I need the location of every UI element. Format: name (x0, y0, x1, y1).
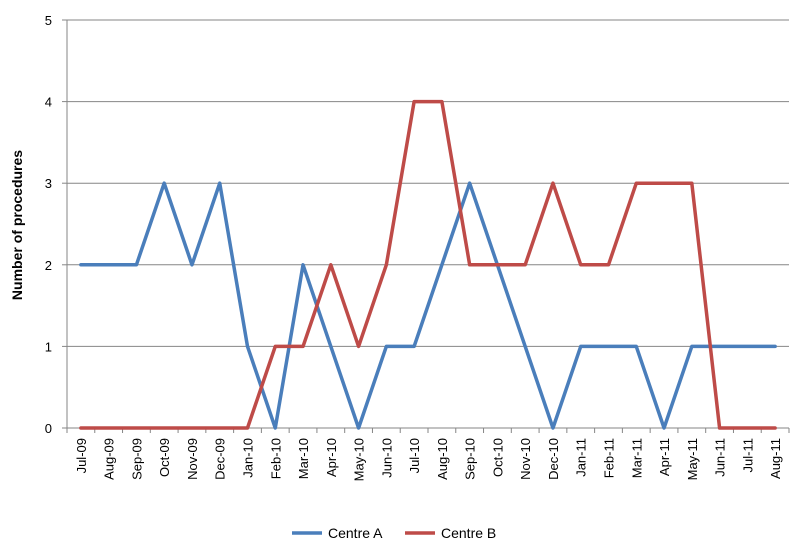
x-tick-label: Sep-09 (129, 438, 144, 480)
x-tick-label: Apr-10 (324, 438, 339, 477)
series-lines (79, 99, 777, 430)
x-tick-label: Aug-11 (768, 438, 783, 479)
x-tick-label: Jul-09 (74, 438, 89, 473)
series-line-centre-a (79, 181, 777, 430)
legend-label-centre-a: Centre A (328, 525, 383, 541)
x-tick-label: Mar-10 (296, 438, 311, 479)
x-tick-label: Mar-11 (629, 438, 644, 478)
y-tick-label: 5 (45, 13, 52, 28)
y-tick-label: 0 (45, 421, 52, 436)
series-line-centre-b (79, 99, 777, 430)
x-tick-label: Feb-11 (602, 438, 617, 478)
y-tick-label: 1 (45, 339, 52, 354)
x-tick-label: Jan-10 (241, 438, 256, 478)
axes (62, 19, 790, 433)
legend-label-centre-b: Centre B (441, 525, 496, 541)
x-tick-label: Dec-09 (213, 438, 228, 480)
y-tick-labels: 0 1 2 3 4 5 (45, 13, 52, 436)
x-tick-label: Jun-10 (379, 438, 394, 478)
y-tick-label: 2 (45, 258, 52, 273)
x-tick-label: Jul-11 (740, 438, 755, 472)
x-tick-label: Apr-11 (657, 438, 672, 476)
x-tick-label: Oct-09 (157, 438, 172, 477)
x-tick-label: Nov-10 (518, 438, 533, 480)
x-tick-label: Feb-10 (268, 438, 283, 479)
x-tick-label: Aug-09 (102, 438, 117, 480)
x-tick-label: Jan-11 (574, 438, 589, 477)
gridlines (67, 19, 789, 347)
y-tick-label: 3 (45, 176, 52, 191)
legend: Centre A Centre B (292, 525, 496, 541)
x-tick-label: Sep-10 (463, 438, 478, 480)
x-tick-label: Nov-09 (185, 438, 200, 480)
x-tick-labels: Jul-09 Aug-09 Sep-09 Oct-09 Nov-09 Dec-09 Jan-… (74, 438, 783, 481)
x-tick-label: Aug-10 (435, 438, 450, 480)
x-tick-label: Jul-10 (407, 438, 422, 473)
y-axis-title: Number of procedures (9, 150, 25, 300)
x-tick-label: Dec-10 (546, 438, 561, 480)
x-tick-label: Oct-10 (490, 438, 505, 477)
y-tick-label: 4 (45, 95, 52, 110)
x-tick-label: May-11 (685, 438, 700, 480)
x-tick-label: May-10 (352, 438, 367, 481)
x-tick-label: Jun-11 (713, 438, 728, 477)
